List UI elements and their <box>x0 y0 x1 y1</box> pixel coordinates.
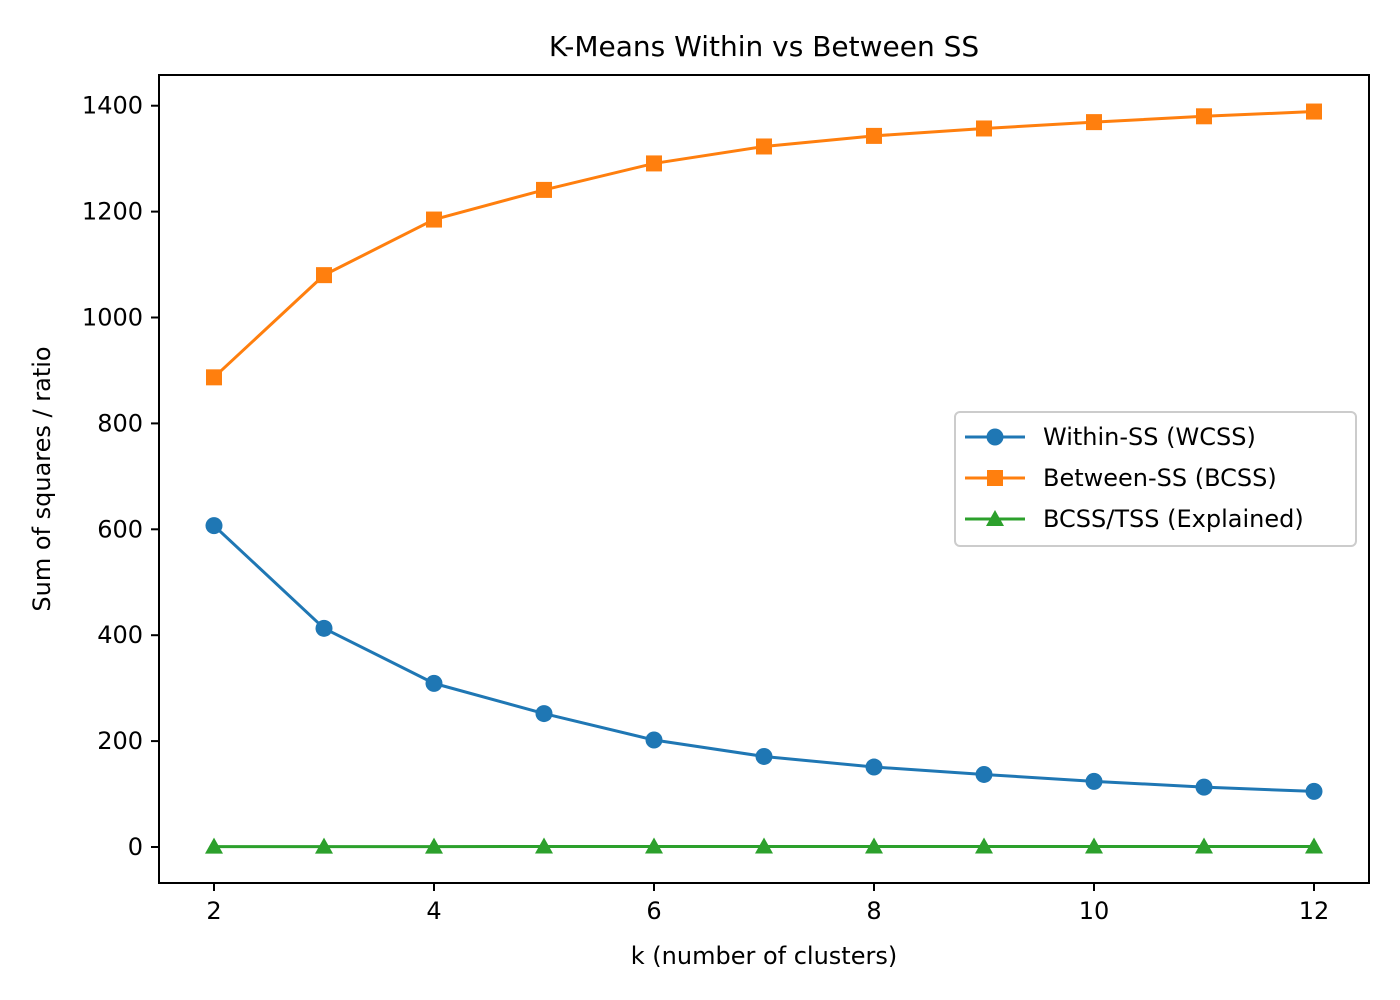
x-axis-label: k (number of clusters) <box>631 942 897 970</box>
series-3-point <box>645 837 663 854</box>
series-1-point <box>645 731 663 749</box>
series-1-point <box>535 705 553 723</box>
y-axis-label: Sum of squares / ratio <box>28 346 56 611</box>
series-1-point <box>755 747 773 765</box>
series-1-point <box>975 765 993 783</box>
legend-box <box>954 411 1357 547</box>
series-3-point <box>755 837 773 854</box>
legend-label: Within-SS (WCSS) <box>1043 423 1256 451</box>
series-3-point <box>425 837 443 854</box>
series-3-point <box>1085 837 1103 854</box>
series-3-point <box>205 837 223 854</box>
series-2-point <box>536 181 552 198</box>
legend-label: BCSS/TSS (Explained) <box>1043 505 1304 533</box>
y-tick-label: 200 <box>97 727 143 755</box>
y-tick-label: 1200 <box>82 198 143 226</box>
y-tick-label: 1000 <box>82 304 143 332</box>
x-tick-label: 2 <box>206 897 221 925</box>
series-2-point <box>1086 114 1102 131</box>
x-tick-label: 10 <box>1079 897 1110 925</box>
series-2-point <box>646 155 662 172</box>
legend-marker <box>986 510 1004 526</box>
legend-item-1: Within-SS (WCSS) <box>965 423 1256 451</box>
legend-marker <box>987 470 1003 486</box>
series-3-point <box>535 837 553 854</box>
plot-area: 2 4 6 8 10 12 0 200 400 600 800 1000 1200 1400 <box>82 74 1370 925</box>
series-2-point <box>1196 108 1212 125</box>
series-1 <box>205 517 1323 800</box>
series-3-point <box>975 837 993 854</box>
series-2-point <box>976 120 992 137</box>
axes-frame <box>158 74 1370 884</box>
series-2-point <box>206 369 222 386</box>
series-1-point <box>205 517 223 535</box>
series-1-point <box>1195 778 1213 796</box>
series-1-point <box>1305 782 1323 800</box>
series-3-point <box>315 837 333 854</box>
series-2-point <box>756 138 772 155</box>
series-3-point <box>1195 837 1213 854</box>
x-tick-label: 4 <box>426 897 441 925</box>
y-tick-label: 800 <box>97 409 143 437</box>
series-3-point <box>1305 837 1323 854</box>
x-tick-label: 8 <box>866 897 881 925</box>
series-2-point <box>1306 103 1322 120</box>
y-tick-label: 400 <box>97 621 143 649</box>
series-1-point <box>315 619 333 637</box>
series-3 <box>205 837 1323 854</box>
x-tick-label: 12 <box>1299 897 1330 925</box>
series-3-point <box>865 837 883 854</box>
legend-label: Between-SS (BCSS) <box>1043 464 1277 492</box>
chart-title: K-Means Within vs Between SS <box>549 30 979 63</box>
legend-marker <box>986 428 1004 446</box>
series-2-point <box>426 211 442 228</box>
series-1-point <box>865 758 883 776</box>
y-tick-label: 1400 <box>82 92 143 120</box>
legend-item-3: BCSS/TSS (Explained) <box>965 505 1304 533</box>
legend: Within-SS (WCSS) Between-SS (BCSS) BCSS/TS… <box>954 411 1357 547</box>
series-1-point <box>1085 772 1103 790</box>
series-2-point <box>316 267 332 284</box>
y-tick-label: 600 <box>97 515 143 543</box>
series-2 <box>206 103 1322 386</box>
series-1-point <box>425 674 443 692</box>
y-tick-label: 0 <box>128 833 143 861</box>
series-2-point <box>866 127 882 144</box>
x-tick-label: 6 <box>646 897 661 925</box>
legend-item-2: Between-SS (BCSS) <box>965 464 1277 492</box>
